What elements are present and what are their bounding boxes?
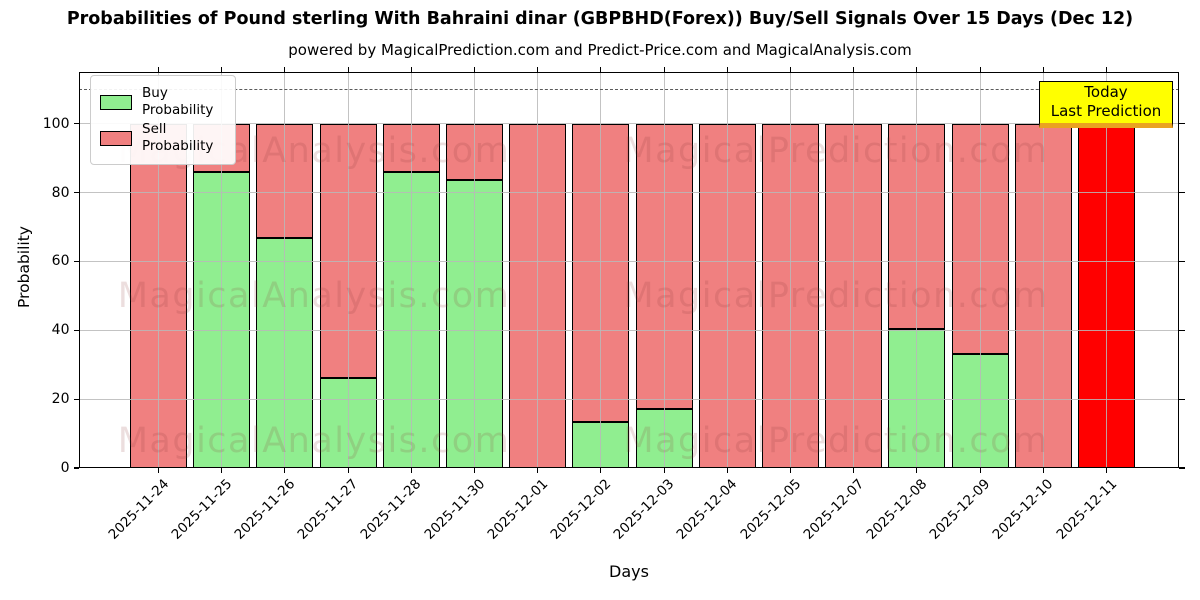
axis-tick-mark <box>663 468 665 473</box>
gridline-vertical <box>726 72 728 468</box>
axis-tick-mark <box>600 468 602 473</box>
axis-tick-mark <box>1042 67 1044 72</box>
axis-tick-mark <box>1179 329 1185 331</box>
axis-tick-mark <box>1105 468 1108 473</box>
gridline-horizontal <box>79 192 1179 194</box>
gridline-vertical <box>1106 72 1107 468</box>
gridline-vertical <box>410 72 412 468</box>
gridline-vertical <box>790 72 791 468</box>
plot-area <box>79 72 1179 468</box>
axis-tick-mark <box>73 260 79 262</box>
legend-sell-label: Sell Probability <box>142 121 214 154</box>
gridline-horizontal <box>79 260 1179 262</box>
legend: Buy Probability Sell Probability <box>90 75 236 165</box>
gridline-horizontal <box>79 398 1179 400</box>
gridline-vertical <box>663 72 665 468</box>
legend-row-buy: Buy Probability <box>100 85 226 119</box>
y-tick-label: 40 <box>51 322 70 339</box>
axis-tick-mark <box>410 67 412 72</box>
dashed-threshold-line <box>79 89 1179 91</box>
axis-tick-mark <box>347 468 349 473</box>
today-annotation: Today Last Prediction <box>1039 81 1173 128</box>
legend-buy-label: Buy Probability <box>142 85 214 118</box>
axis-tick-mark <box>473 468 476 473</box>
buy-swatch-icon <box>100 94 132 110</box>
y-tick-label: 20 <box>51 391 70 408</box>
gridline-vertical <box>158 72 159 468</box>
axis-tick-mark <box>73 191 79 194</box>
axis-tick-mark <box>1179 467 1185 469</box>
gridline-vertical <box>474 72 475 468</box>
gridline-vertical <box>979 72 981 468</box>
axis-tick-mark <box>284 67 286 72</box>
axis-tick-mark <box>347 67 349 72</box>
gridline-vertical <box>853 72 855 468</box>
axis-tick-mark <box>979 67 981 72</box>
legend-row-sell: Sell Probability <box>100 121 226 155</box>
sell-swatch-icon <box>100 130 132 146</box>
axis-tick-mark <box>1042 468 1044 473</box>
axis-tick-mark <box>853 67 855 72</box>
chart-title: Probabilities of Pound sterling With Bah… <box>66 9 1134 29</box>
axis-tick-mark <box>73 467 79 469</box>
y-tick-label: 80 <box>51 184 70 201</box>
axis-tick-mark <box>1179 123 1185 125</box>
gridline-vertical <box>600 72 602 468</box>
axis-tick-mark <box>73 123 79 125</box>
axis-tick-mark <box>789 67 792 72</box>
axis-tick-mark <box>537 468 539 473</box>
axis-tick-mark <box>410 468 412 473</box>
axis-tick-mark <box>1179 398 1185 400</box>
gridline-horizontal <box>79 123 1179 125</box>
gridline-horizontal <box>79 329 1179 331</box>
y-tick-label: 100 <box>42 115 70 132</box>
axis-tick-mark <box>73 398 79 400</box>
gridline-vertical <box>347 72 349 468</box>
axis-tick-mark <box>73 329 79 331</box>
gridline-vertical <box>1042 72 1044 468</box>
y-tick-label: 0 <box>60 460 70 476</box>
x-axis-label: Days <box>609 562 649 581</box>
axis-tick-mark <box>663 67 665 72</box>
axis-tick-mark <box>789 468 792 473</box>
axis-tick-mark <box>979 468 981 473</box>
x-tick-label: 2025-11-24 <box>105 476 172 543</box>
axis-tick-mark <box>157 67 160 72</box>
axis-tick-mark <box>726 468 728 473</box>
axis-tick-mark <box>1179 260 1185 262</box>
y-axis-label: Probability <box>15 226 33 308</box>
axis-tick-mark <box>600 67 602 72</box>
axis-tick-mark <box>1105 67 1108 72</box>
axis-tick-mark <box>916 468 918 473</box>
gridline-vertical <box>916 72 918 468</box>
axis-tick-mark <box>284 468 286 473</box>
today-annotation-line1: Today <box>1084 83 1128 101</box>
y-tick-label: 60 <box>51 253 70 270</box>
axis-tick-mark <box>537 67 539 72</box>
gridline-vertical <box>537 72 539 468</box>
axis-tick-mark <box>221 468 223 473</box>
axis-tick-mark <box>473 67 476 72</box>
gridline-vertical <box>221 72 223 468</box>
axis-tick-mark <box>221 67 223 72</box>
axis-tick-mark <box>916 67 918 72</box>
chart-subtitle: powered by MagicalPrediction.com and Pre… <box>288 41 912 59</box>
axis-tick-mark <box>726 67 728 72</box>
today-annotation-line2: Last Prediction <box>1050 102 1162 120</box>
axis-tick-mark <box>1179 191 1185 194</box>
gridline-vertical <box>284 72 286 468</box>
axis-tick-mark <box>157 468 160 473</box>
grid-layer <box>79 72 1179 468</box>
axis-tick-mark <box>853 468 855 473</box>
